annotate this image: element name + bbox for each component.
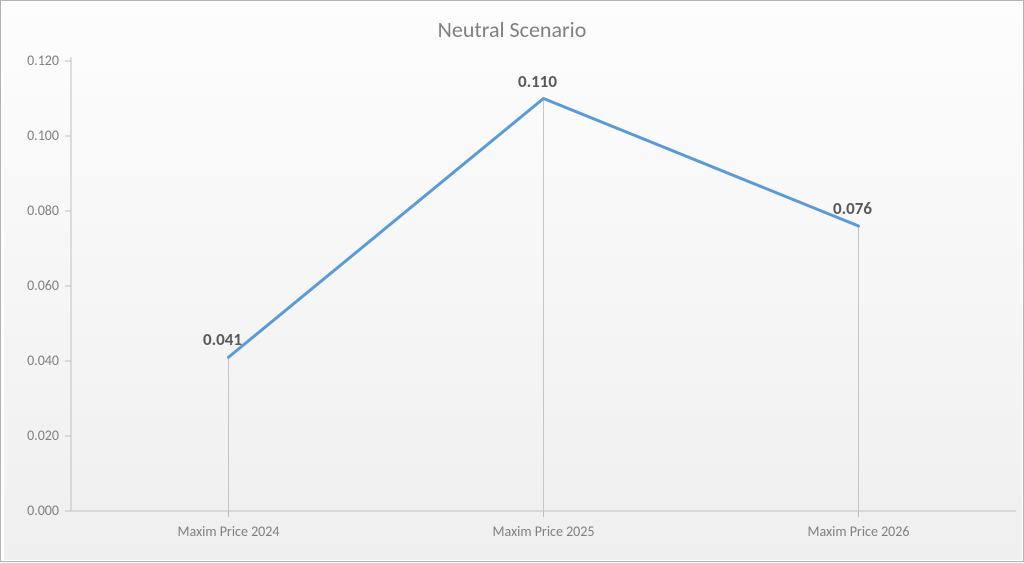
x-tick-label: Maxim Price 2024 <box>109 523 349 540</box>
y-tick-label: 0.120 <box>0 52 59 69</box>
x-tick-label: Maxim Price 2025 <box>424 523 664 540</box>
data-label: 0.041 <box>163 329 283 350</box>
data-label: 0.110 <box>478 71 598 92</box>
y-tick-label: 0.000 <box>0 502 59 519</box>
y-tick-label: 0.040 <box>0 352 59 369</box>
line-chart: Neutral Scenario 0.000 0.020 0.040 0.060 0.0… <box>0 0 1024 562</box>
y-tick-label: 0.020 <box>0 427 59 444</box>
x-tick-label: Maxim Price 2026 <box>739 523 979 540</box>
chart-title: Neutral Scenario <box>1 16 1023 43</box>
y-tick-label: 0.060 <box>0 277 59 294</box>
y-tick-label: 0.080 <box>0 202 59 219</box>
data-label: 0.076 <box>793 198 913 219</box>
y-tick-label: 0.100 <box>0 127 59 144</box>
